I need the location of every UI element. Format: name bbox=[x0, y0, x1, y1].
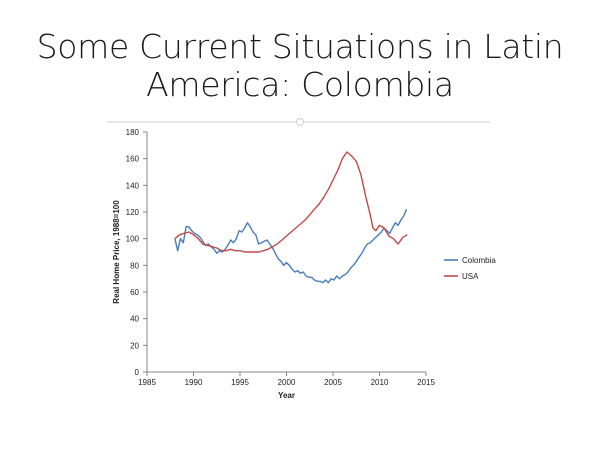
legend-label-usa: USA bbox=[462, 272, 479, 281]
x-tick-label: 2015 bbox=[417, 378, 435, 387]
x-tick-label: 1995 bbox=[231, 378, 249, 387]
y-tick-label: 140 bbox=[126, 181, 140, 190]
y-tick-label: 60 bbox=[130, 288, 139, 297]
series-line-usa bbox=[174, 151, 408, 253]
chart-series bbox=[174, 151, 408, 284]
y-tick-label: 180 bbox=[126, 128, 140, 137]
y-tick-label: 100 bbox=[126, 235, 140, 244]
title-line-2: America: Colombia bbox=[146, 65, 454, 104]
y-tick-label: 80 bbox=[130, 261, 139, 270]
chart-axes: Year Real Home Price, 1988=100 bbox=[112, 132, 426, 400]
y-tick-label: 0 bbox=[135, 368, 140, 377]
x-tick-label: 2005 bbox=[324, 378, 342, 387]
x-tick-label: 1985 bbox=[138, 378, 156, 387]
legend-label-colombia: Colombia bbox=[462, 256, 496, 265]
y-axis-title: Real Home Price, 1988=100 bbox=[112, 200, 121, 304]
chart-ticks: 0 20 40 60 80 100 120 140 160 180 1985 1990 1995 2000… bbox=[126, 128, 436, 387]
y-tick-label: 40 bbox=[130, 315, 139, 324]
y-tick-label: 20 bbox=[130, 341, 139, 350]
x-tick-label: 2000 bbox=[278, 378, 296, 387]
x-axis-title: Year bbox=[278, 391, 295, 400]
series-line-colombia bbox=[174, 209, 408, 284]
x-tick-label: 1990 bbox=[185, 378, 203, 387]
y-tick-label: 160 bbox=[126, 155, 140, 164]
title-line-1: Some Current Situations in Latin bbox=[36, 27, 564, 66]
chart-legend: Colombia USA bbox=[444, 256, 496, 281]
slide-title: Some Current Situations in Latin America… bbox=[0, 28, 600, 104]
x-tick-label: 2010 bbox=[371, 378, 389, 387]
y-tick-label: 120 bbox=[126, 208, 140, 217]
resize-handle-icon[interactable] bbox=[296, 118, 304, 126]
